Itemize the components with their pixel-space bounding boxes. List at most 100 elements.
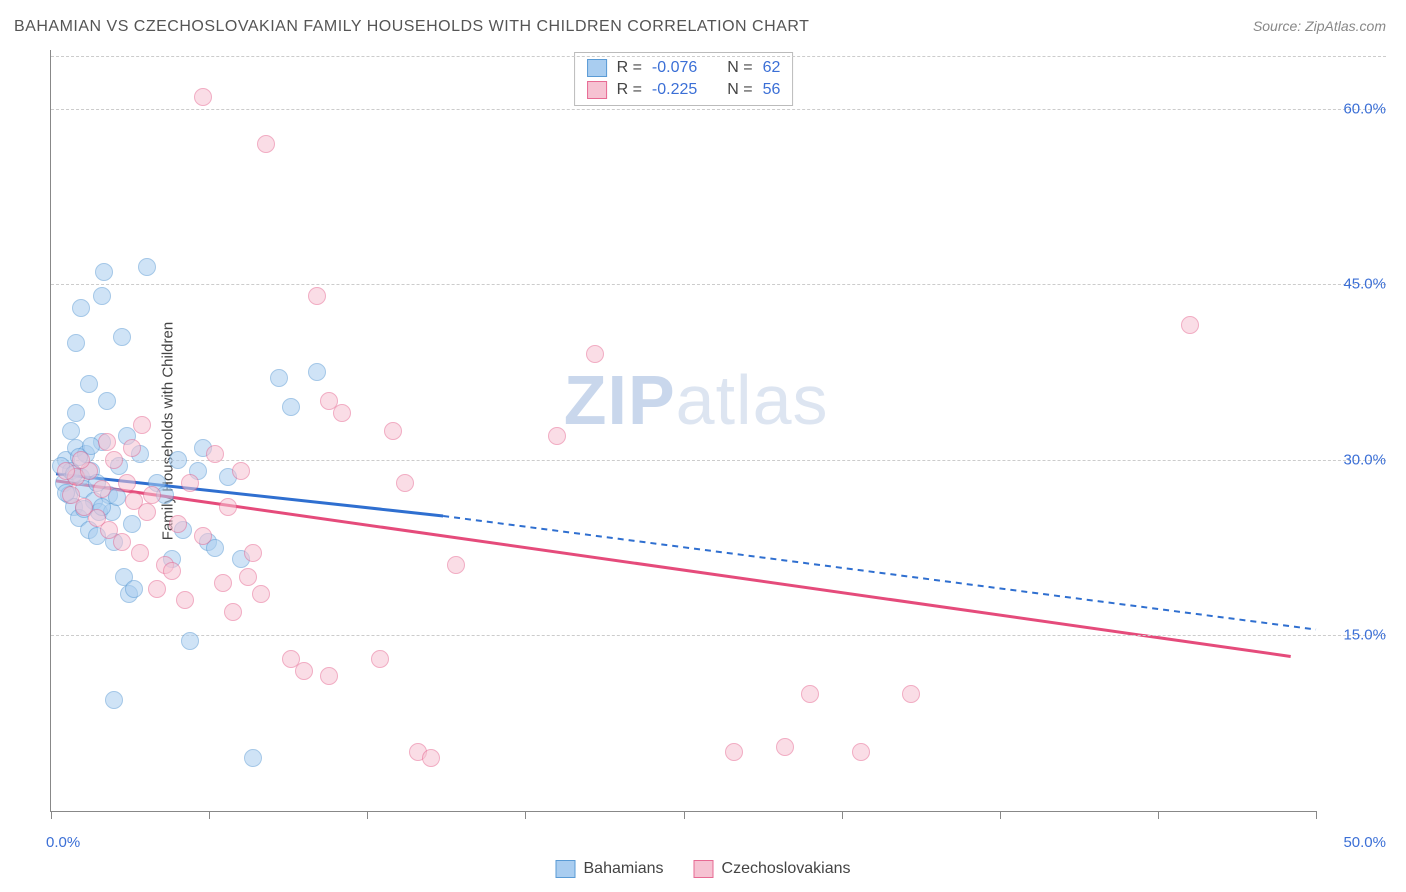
scatter-point bbox=[123, 515, 141, 533]
scatter-point bbox=[396, 474, 414, 492]
legend-swatch-1 bbox=[556, 860, 576, 878]
legend-item-series1: Bahamians bbox=[556, 860, 664, 878]
scatter-point bbox=[113, 328, 131, 346]
legend-label-1: Bahamians bbox=[584, 860, 664, 878]
scatter-point bbox=[93, 287, 111, 305]
y-tick-label: 15.0% bbox=[1343, 627, 1386, 644]
stats-n-value-1: 62 bbox=[763, 59, 781, 77]
x-tick bbox=[367, 811, 368, 819]
scatter-point bbox=[125, 580, 143, 598]
stats-r-label: R = bbox=[617, 59, 642, 77]
scatter-point bbox=[72, 299, 90, 317]
scatter-point bbox=[138, 258, 156, 276]
stats-row-series1: R = -0.076 N = 62 bbox=[587, 57, 781, 79]
scatter-point bbox=[308, 363, 326, 381]
gridline bbox=[51, 635, 1386, 636]
scatter-point bbox=[181, 474, 199, 492]
scatter-point bbox=[1181, 316, 1199, 334]
x-tick bbox=[1000, 811, 1001, 819]
scatter-point bbox=[163, 562, 181, 580]
gridline bbox=[51, 56, 1386, 57]
scatter-point bbox=[93, 480, 111, 498]
scatter-point bbox=[206, 445, 224, 463]
scatter-point bbox=[123, 439, 141, 457]
scatter-point bbox=[447, 556, 465, 574]
scatter-point bbox=[320, 667, 338, 685]
y-tick-label: 60.0% bbox=[1343, 100, 1386, 117]
scatter-point bbox=[422, 749, 440, 767]
scatter-point bbox=[95, 263, 113, 281]
scatter-point bbox=[244, 749, 262, 767]
legend-swatch-2 bbox=[694, 860, 714, 878]
scatter-point bbox=[219, 498, 237, 516]
scatter-point bbox=[105, 691, 123, 709]
scatter-point bbox=[105, 451, 123, 469]
scatter-point bbox=[80, 375, 98, 393]
scatter-point bbox=[131, 544, 149, 562]
scatter-point bbox=[148, 580, 166, 598]
x-tick bbox=[209, 811, 210, 819]
scatter-point bbox=[181, 632, 199, 650]
scatter-point bbox=[98, 392, 116, 410]
source-attribution: Source: ZipAtlas.com bbox=[1253, 18, 1386, 34]
stats-r-label: R = bbox=[617, 81, 642, 99]
scatter-point bbox=[176, 591, 194, 609]
stats-n-label: N = bbox=[727, 59, 752, 77]
scatter-point bbox=[62, 422, 80, 440]
scatter-point bbox=[725, 743, 743, 761]
scatter-point bbox=[214, 574, 232, 592]
scatter-point bbox=[194, 527, 212, 545]
scatter-point bbox=[295, 662, 313, 680]
scatter-point bbox=[143, 486, 161, 504]
swatch-series2 bbox=[587, 81, 607, 99]
gridline bbox=[51, 284, 1386, 285]
scatter-point bbox=[57, 462, 75, 480]
stats-row-series2: R = -0.225 N = 56 bbox=[587, 79, 781, 101]
x-axis-min-label: 0.0% bbox=[46, 834, 80, 851]
gridline bbox=[51, 109, 1386, 110]
scatter-point bbox=[133, 416, 151, 434]
scatter-point bbox=[282, 398, 300, 416]
scatter-point bbox=[67, 404, 85, 422]
scatter-point bbox=[239, 568, 257, 586]
x-tick bbox=[1158, 811, 1159, 819]
plot-area: Family Households with Children ZIPatlas… bbox=[50, 50, 1316, 812]
scatter-point bbox=[586, 345, 604, 363]
chart-title: BAHAMIAN VS CZECHOSLOVAKIAN FAMILY HOUSE… bbox=[14, 18, 809, 36]
x-tick bbox=[51, 811, 52, 819]
scatter-point bbox=[852, 743, 870, 761]
correlation-stats-box: R = -0.076 N = 62 R = -0.225 N = 56 bbox=[574, 52, 794, 106]
x-tick bbox=[525, 811, 526, 819]
scatter-point bbox=[371, 650, 389, 668]
scatter-point bbox=[113, 533, 131, 551]
stats-r-value-2: -0.225 bbox=[652, 81, 697, 99]
scatter-point bbox=[244, 544, 262, 562]
gridline bbox=[51, 460, 1386, 461]
scatter-point bbox=[801, 685, 819, 703]
scatter-point bbox=[72, 451, 90, 469]
stats-n-value-2: 56 bbox=[763, 81, 781, 99]
scatter-point bbox=[118, 474, 136, 492]
scatter-point bbox=[194, 88, 212, 106]
scatter-point bbox=[67, 334, 85, 352]
scatter-point bbox=[333, 404, 351, 422]
x-axis-max-label: 50.0% bbox=[1343, 834, 1386, 851]
scatter-point bbox=[224, 603, 242, 621]
x-tick bbox=[842, 811, 843, 819]
scatter-point bbox=[138, 503, 156, 521]
x-tick bbox=[1316, 811, 1317, 819]
scatter-point bbox=[308, 287, 326, 305]
scatter-point bbox=[270, 369, 288, 387]
legend: Bahamians Czechoslovakians bbox=[556, 860, 851, 878]
scatter-point bbox=[232, 462, 250, 480]
scatter-point bbox=[257, 135, 275, 153]
stats-n-label: N = bbox=[727, 81, 752, 99]
scatter-point bbox=[548, 427, 566, 445]
x-tick bbox=[684, 811, 685, 819]
legend-label-2: Czechoslovakians bbox=[722, 860, 851, 878]
scatter-point bbox=[98, 433, 116, 451]
chart-container: BAHAMIAN VS CZECHOSLOVAKIAN FAMILY HOUSE… bbox=[0, 0, 1406, 892]
scatter-point bbox=[384, 422, 402, 440]
y-tick-label: 30.0% bbox=[1343, 451, 1386, 468]
y-tick-label: 45.0% bbox=[1343, 276, 1386, 293]
